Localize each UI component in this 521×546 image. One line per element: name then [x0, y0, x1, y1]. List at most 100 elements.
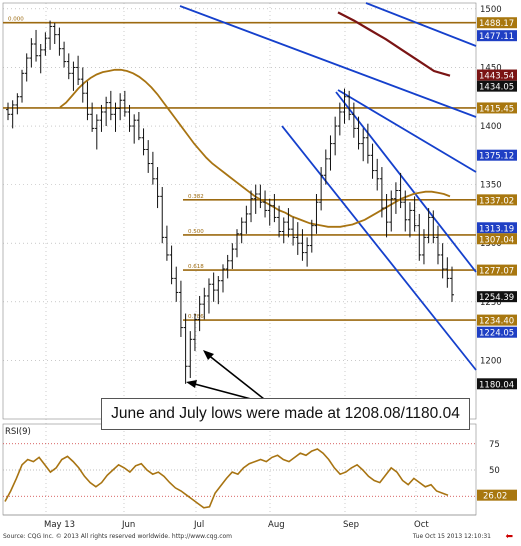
price-bar: [342, 88, 347, 124]
price-bar: [370, 143, 375, 179]
x-axis: May 13 Jun Jul Aug Sep Oct: [3, 514, 476, 530]
price-bar: [118, 93, 123, 121]
price-bar: [361, 128, 366, 162]
price-bar: [62, 41, 67, 68]
price-bar: [417, 213, 422, 261]
price-bar: [398, 172, 403, 209]
price-label-box: [477, 17, 517, 29]
price-bar: [80, 67, 85, 103]
price-bar: [99, 104, 104, 132]
price-bar: [20, 69, 25, 103]
price-label-box: [477, 80, 517, 92]
price-label-box: [477, 233, 517, 245]
price-label-text: 1434.05: [479, 83, 514, 93]
price-label-box: [477, 291, 517, 303]
price-bar: [351, 102, 356, 138]
price-bar: [113, 102, 118, 132]
rsi-line: [4, 448, 449, 509]
price-bar: [104, 96, 109, 127]
price-label-text: 1277.07: [479, 267, 514, 277]
price-label-box: [477, 149, 517, 161]
annotation-box: June and July lows were made at 1208.08/…: [101, 398, 470, 430]
price-bar: [52, 22, 57, 45]
y-axis: 15001450140013501300125012001488.171477.…: [477, 5, 517, 390]
price-bar: [267, 198, 272, 226]
price-bar: [249, 190, 254, 223]
price-label-box: [477, 222, 517, 234]
x-tick-label: Aug: [268, 520, 285, 530]
price-label-text: 1488.17: [479, 19, 514, 29]
x-tick-label: Sep: [343, 520, 359, 530]
x-tick-label: Jun: [121, 520, 135, 530]
annotation-arrows: [186, 350, 267, 404]
arrow-head: [203, 350, 214, 360]
price-bar: [169, 245, 174, 285]
price-bar: [263, 190, 268, 218]
price-bar: [440, 243, 445, 279]
trend-line: [281, 125, 477, 371]
price-bar: [48, 20, 53, 50]
price-label-text: 1443.54: [479, 72, 514, 82]
price-bar: [202, 287, 207, 320]
price-bar: [197, 295, 202, 332]
price-label-text: 1254.39: [479, 293, 514, 303]
price-bar: [356, 116, 361, 150]
price-bar: [314, 194, 319, 234]
price-bar: [244, 205, 249, 234]
price-bar: [309, 219, 314, 253]
main-pane-frame: [2, 2, 477, 420]
price-bar: [426, 208, 431, 244]
price-bar: [407, 202, 412, 238]
price-label-text: 1234.40: [479, 317, 514, 327]
fib-ratio-label: 0.500: [188, 229, 204, 235]
price-bar: [258, 184, 263, 209]
price-label-text: 1180.04: [479, 380, 514, 390]
price-bar: [6, 102, 10, 121]
price-bar: [71, 61, 76, 91]
price-label-text: 1224.05: [479, 329, 514, 339]
price-bar: [281, 217, 286, 244]
rsi-title: RSI(9): [5, 427, 31, 437]
price-bar: [150, 151, 155, 185]
price-bar: [85, 81, 90, 121]
annotation-text: June and July lows were made at 1208.08/…: [111, 405, 460, 422]
price-bar: [10, 100, 15, 129]
price-bar: [291, 217, 296, 246]
arrow-head: [186, 380, 197, 388]
price-bar: [15, 93, 20, 115]
rsi-pane-frame: [2, 423, 477, 516]
price-bar: [216, 276, 221, 305]
y-tick-label: 1500: [480, 5, 502, 15]
price-bar: [160, 186, 165, 244]
price-bar: [295, 222, 300, 255]
trend-line: [335, 91, 477, 273]
price-bar: [146, 140, 151, 173]
price-bar: [337, 102, 342, 136]
price-label-box: [477, 264, 517, 276]
price-bar: [379, 167, 384, 218]
scroll-left-arrow-icon[interactable]: ⬅: [505, 532, 513, 542]
price-bar: [178, 280, 183, 337]
trend-line: [337, 89, 477, 173]
y-tick-label: 1200: [480, 356, 502, 366]
price-bar: [141, 128, 146, 156]
price-bar: [24, 53, 29, 82]
price-label-box: [477, 314, 517, 326]
price-bar: [174, 266, 179, 302]
price-label-text: 1307.04: [479, 235, 514, 245]
price-label-text: 1415.45: [479, 104, 514, 114]
trend-lines: [179, 2, 477, 371]
price-bar: [206, 278, 211, 314]
price-bar: [323, 149, 328, 185]
price-bar: [393, 182, 398, 214]
price-label-text: 1313.19: [479, 224, 514, 234]
y-tick-label: 1450: [480, 63, 502, 73]
rsi-last-box: [477, 489, 517, 501]
price-label-text: 1477.11: [479, 32, 514, 42]
price-bar: [76, 55, 81, 86]
y-tick-label: 1400: [480, 122, 502, 132]
price-bar: [230, 243, 235, 270]
y-tick-label: 1250: [480, 298, 502, 308]
price-label-box: [477, 69, 517, 81]
